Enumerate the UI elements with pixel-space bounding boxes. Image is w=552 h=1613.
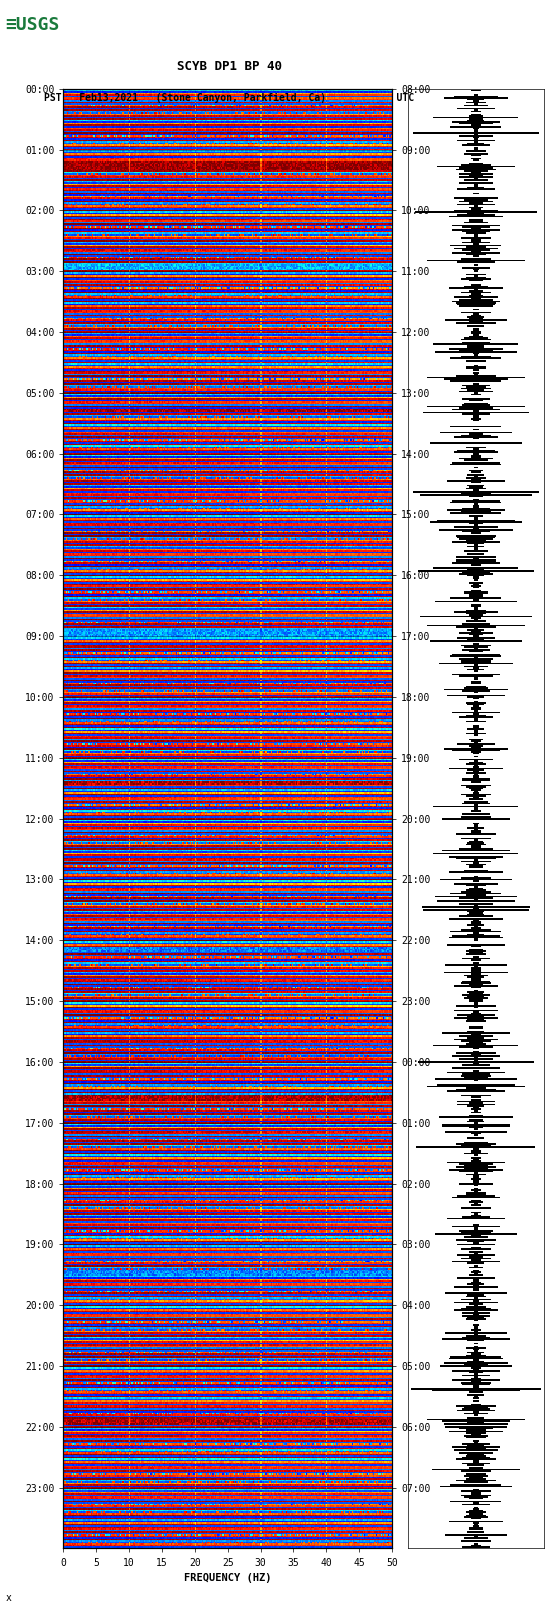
Text: PST   Feb13,2021   (Stone Canyon, Parkfield, Ca)            UTC: PST Feb13,2021 (Stone Canyon, Parkfield,…: [44, 94, 414, 103]
Text: x: x: [6, 1594, 12, 1603]
X-axis label: FREQUENCY (HZ): FREQUENCY (HZ): [184, 1573, 272, 1582]
Text: ≡USGS: ≡USGS: [6, 16, 60, 34]
Text: SCYB DP1 BP 40: SCYB DP1 BP 40: [177, 60, 282, 73]
